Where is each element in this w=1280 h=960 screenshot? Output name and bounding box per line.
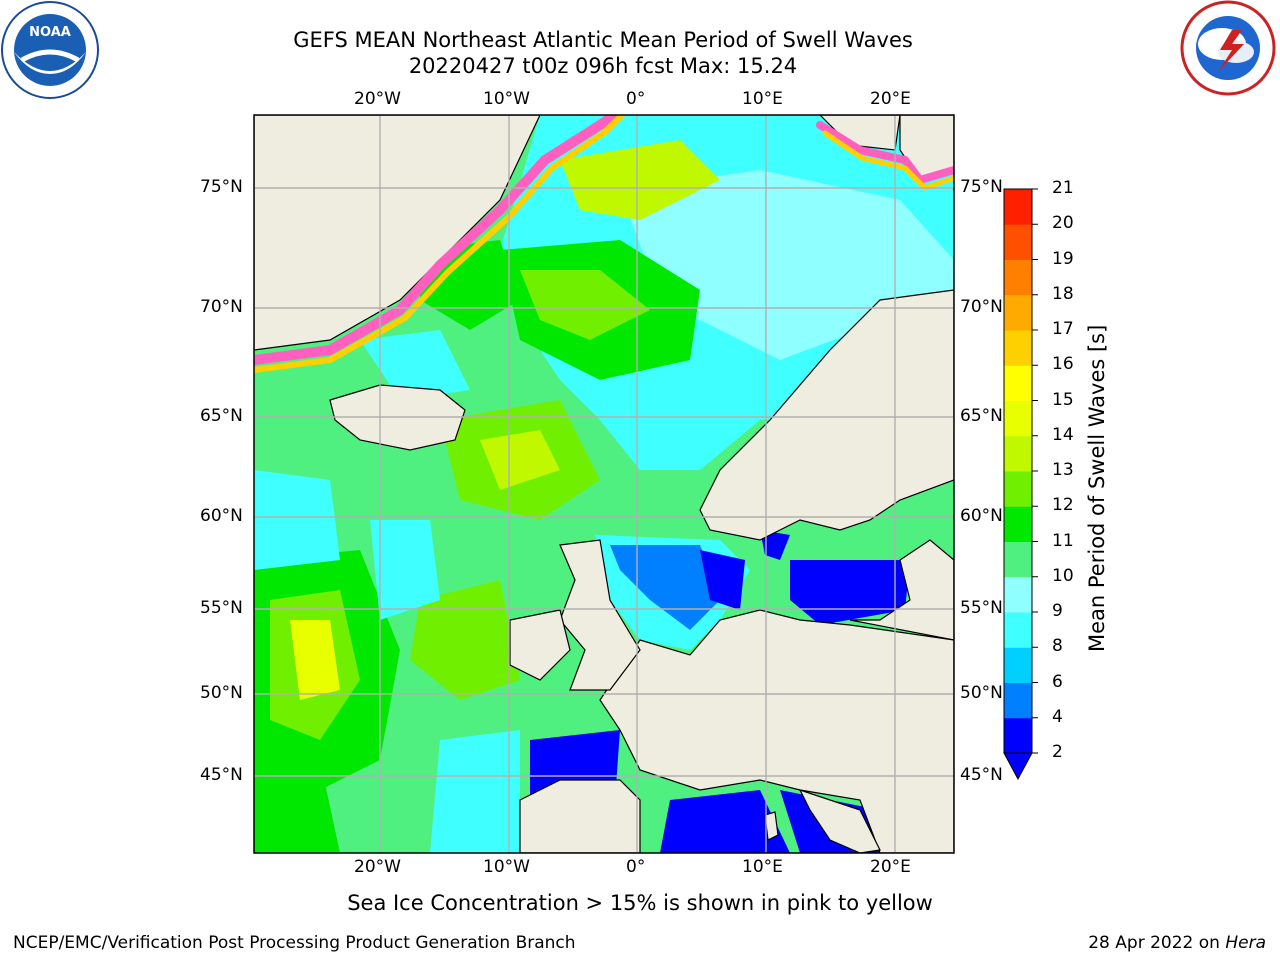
colorbar-segment	[1004, 189, 1032, 225]
colorbar-tick-label: 16	[1052, 354, 1074, 375]
colorbar-segment	[1004, 330, 1032, 366]
colorbar-extend-arrow	[1003, 752, 1033, 781]
footer-date: 28 Apr 2022 on Hera	[1088, 933, 1266, 953]
colorbar-segment	[1004, 541, 1032, 578]
sea-ice-caption: Sea Ice Concentration > 15% is shown in …	[347, 891, 933, 915]
lon-label-bottom-4: 20°E	[870, 857, 911, 877]
lat-label-right-5: 50°N	[960, 683, 1003, 703]
lat-label-right-0: 75°N	[960, 177, 1003, 197]
colorbar-segment	[1004, 259, 1032, 296]
colorbar-segment	[1004, 576, 1032, 613]
colorbar-segment	[1004, 682, 1032, 719]
colorbar-tick-label: 13	[1052, 460, 1074, 480]
lon-label-top-2: 0°	[626, 89, 646, 109]
colorbar-segment	[1004, 365, 1032, 401]
lat-label-left-4: 55°N	[200, 598, 243, 618]
footer-host: Hera	[1225, 933, 1266, 953]
lat-label-left-5: 50°N	[200, 683, 243, 703]
colorbar-tick-label: 6	[1052, 671, 1063, 692]
colorbar-segment	[1004, 224, 1032, 260]
colorbar-tick-label: 9	[1052, 601, 1063, 621]
colorbar-tick-label: 18	[1052, 283, 1074, 304]
noaa-logo: NOAA	[1, 1, 99, 99]
colorbar-tick-label: 15	[1052, 389, 1074, 410]
lat-label-left-1: 70°N	[200, 297, 243, 317]
lat-label-left-2: 65°N	[200, 406, 243, 426]
colorbar-tick-label: 11	[1052, 530, 1074, 551]
colorbar-segment	[1004, 506, 1032, 542]
colorbar-segment	[1004, 717, 1032, 754]
lat-label-right-4: 55°N	[960, 598, 1003, 618]
colorbar-tick-label: 8	[1052, 636, 1063, 657]
colorbar-tick-label: 19	[1052, 248, 1074, 269]
lat-label-left-6: 45°N	[200, 765, 243, 785]
sea-ice-edge	[254, 115, 954, 373]
colorbar	[1003, 188, 1038, 781]
lon-label-bottom-1: 10°W	[483, 857, 530, 877]
lon-label-bottom-0: 20°W	[354, 857, 401, 877]
lon-label-top-3: 10°E	[742, 89, 783, 109]
lon-label-top-4: 20°E	[870, 89, 911, 109]
lat-label-right-6: 45°N	[960, 765, 1003, 785]
colorbar-tick-label: 20	[1052, 213, 1074, 234]
graticule	[254, 115, 954, 853]
noaa-logo-text: NOAA	[29, 25, 71, 40]
colorbar-tick-label: 21	[1052, 178, 1074, 198]
lat-label-right-2: 65°N	[960, 406, 1003, 426]
colorbar-segment	[1004, 294, 1032, 331]
map-title-line2: 20220427 t00z 096h fcst Max: 15.24	[408, 54, 798, 78]
footer-date-text: 28 Apr 2022 on	[1088, 933, 1226, 953]
lat-label-left-3: 60°N	[200, 506, 243, 526]
colorbar-segment	[1004, 647, 1032, 683]
footer-producer: NCEP/EMC/Verification Post Processing Pr…	[13, 933, 576, 953]
colorbar-segment	[1004, 435, 1032, 472]
lat-label-right-3: 60°N	[960, 506, 1003, 526]
lon-label-bottom-3: 10°E	[742, 857, 783, 877]
colorbar-tick-label: 10	[1052, 565, 1074, 586]
colorbar-label: Mean Period of Swell Waves [s]	[1085, 324, 1109, 652]
colorbar-tick-label: 14	[1052, 424, 1074, 445]
lon-label-top-0: 20°W	[354, 89, 401, 109]
lat-label-left-0: 75°N	[200, 177, 243, 197]
colorbar-segment	[1004, 471, 1032, 507]
colorbar-tick-label: 2	[1052, 742, 1063, 762]
map-frame	[253, 114, 955, 854]
colorbar-tick-label: 12	[1052, 495, 1074, 516]
map-title-line1: GEFS MEAN Northeast Atlantic Mean Period…	[293, 28, 913, 52]
colorbar-tick-label: 4	[1052, 706, 1063, 727]
lat-label-right-1: 70°N	[960, 297, 1003, 317]
lon-label-bottom-2: 0°	[626, 857, 646, 877]
nws-logo	[1180, 0, 1276, 96]
colorbar-segment	[1004, 612, 1032, 648]
colorbar-tick-label: 17	[1052, 319, 1074, 339]
colorbar-segment	[1004, 400, 1032, 437]
lon-label-top-1: 10°W	[483, 89, 530, 109]
land-masses	[254, 115, 954, 853]
